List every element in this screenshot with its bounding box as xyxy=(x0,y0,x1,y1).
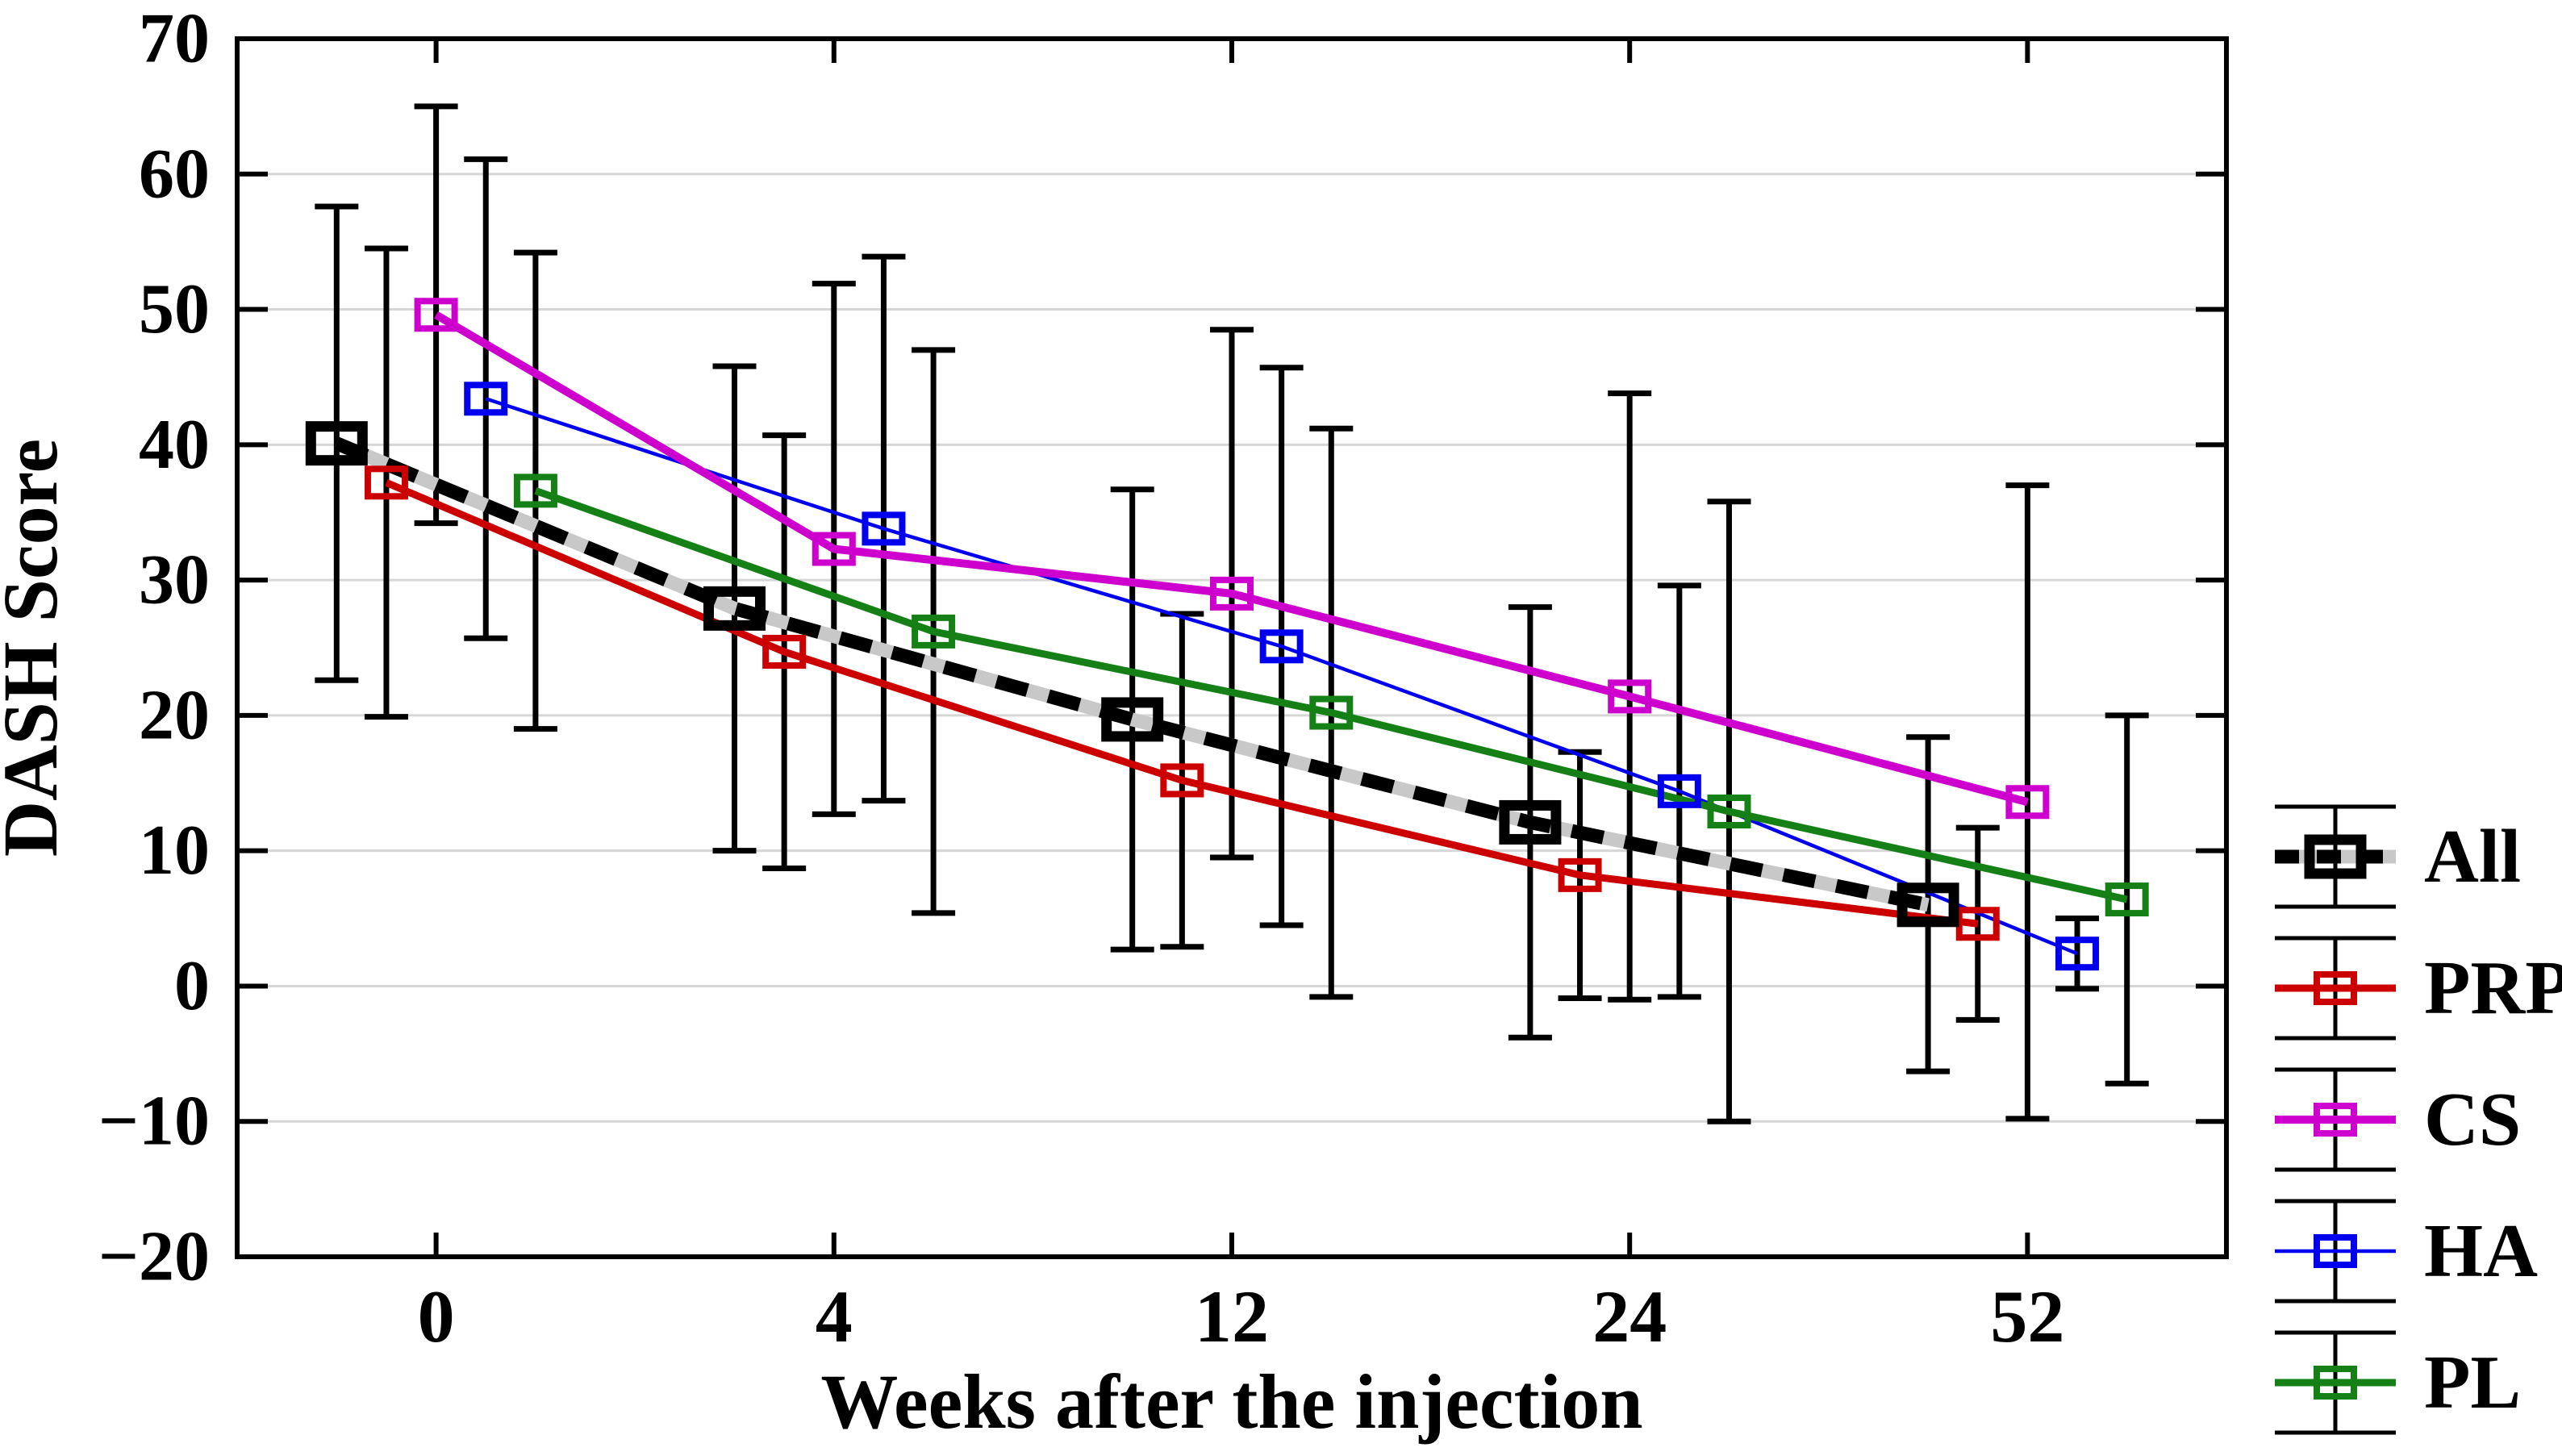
marker-PL-week-0 xyxy=(513,474,557,508)
marker-HA-week-24 xyxy=(1657,774,1701,808)
marker-PL-week-52 xyxy=(2105,882,2149,917)
y-tick-label: 10 xyxy=(139,811,210,890)
y-axis-title: DASH Score xyxy=(0,439,73,857)
series-line-All xyxy=(334,436,1930,912)
marker-CS-week-52 xyxy=(2005,785,2050,820)
legend-item-PL: PL xyxy=(2275,1330,2521,1435)
legend-marker-PL xyxy=(2314,1366,2357,1400)
marker-CS-week-0 xyxy=(414,298,458,332)
legend: All PRP CS HA PL xyxy=(2275,804,2562,1435)
marker-PL-week-4 xyxy=(912,614,956,649)
axis-ticks xyxy=(237,39,2226,1257)
x-axis-title: Weeks after the injection xyxy=(820,1358,1642,1445)
x-tick-label: 4 xyxy=(816,1275,853,1358)
y-tick-label: 50 xyxy=(139,270,210,348)
legend-marker-PRP xyxy=(2314,971,2357,1005)
x-tick-label: 12 xyxy=(1195,1275,1269,1358)
marker-HA-week-12 xyxy=(1259,629,1304,664)
marker-PRP-week-52 xyxy=(1955,907,2000,941)
series-line-HA xyxy=(485,397,2078,956)
marker-HA-week-0 xyxy=(464,382,508,416)
marker-PRP-week-0 xyxy=(364,465,408,500)
y-tick-labels: 70 60 50 40 30 20 10 0 −10 −20 xyxy=(98,0,210,1296)
x-tick-label: 24 xyxy=(1592,1275,1667,1358)
marker-All-week-4 xyxy=(703,586,766,631)
series-line-CS xyxy=(434,311,2029,807)
y-tick-label: 0 xyxy=(174,947,210,1025)
marker-CS-week-4 xyxy=(812,532,856,566)
y-tick-label: −20 xyxy=(98,1218,210,1296)
x-tick-labels: 0 4 12 24 52 xyxy=(418,1275,2065,1358)
marker-All-week-24 xyxy=(1499,799,1562,845)
y-tick-label: −10 xyxy=(98,1083,210,1161)
legend-item-CS: CS xyxy=(2275,1067,2521,1172)
marker-PRP-week-4 xyxy=(762,635,807,670)
series-markers xyxy=(305,298,2149,971)
legend-label-All: All xyxy=(2424,815,2521,899)
marker-PRP-week-24 xyxy=(1558,857,1602,892)
legend-label-CS: CS xyxy=(2424,1078,2521,1162)
series-line-PRP xyxy=(385,479,1979,928)
marker-PL-week-24 xyxy=(1707,795,1751,829)
x-tick-label: 0 xyxy=(418,1275,455,1358)
series-lines xyxy=(334,311,2128,956)
marker-CS-week-24 xyxy=(1608,679,1652,714)
marker-HA-week-52 xyxy=(2055,937,2100,971)
marker-CS-week-12 xyxy=(1210,576,1254,611)
series-line-PL xyxy=(534,487,2128,903)
marker-All-week-0 xyxy=(305,421,368,466)
legend-item-HA: HA xyxy=(2275,1199,2538,1304)
x-tick-label: 52 xyxy=(1990,1275,2064,1358)
y-tick-label: 40 xyxy=(139,406,210,484)
marker-All-week-12 xyxy=(1101,697,1164,742)
y-tick-label: 60 xyxy=(139,135,210,213)
legend-label-PL: PL xyxy=(2424,1341,2521,1425)
marker-PL-week-12 xyxy=(1309,695,1354,730)
legend-item-PRP: PRP xyxy=(2275,936,2562,1041)
y-tick-label: 30 xyxy=(139,541,210,620)
marker-All-week-52 xyxy=(1896,882,1959,928)
legend-marker-HA xyxy=(2314,1234,2357,1268)
legend-label-PRP: PRP xyxy=(2424,946,2562,1030)
legend-marker-All xyxy=(2304,834,2367,879)
legend-marker-CS xyxy=(2314,1103,2357,1137)
marker-HA-week-4 xyxy=(862,511,906,546)
y-tick-label: 70 xyxy=(139,0,210,78)
legend-label-HA: HA xyxy=(2424,1209,2538,1293)
y-tick-label: 20 xyxy=(139,676,210,754)
marker-PRP-week-12 xyxy=(1160,763,1204,798)
legend-item-All: All xyxy=(2275,804,2521,909)
